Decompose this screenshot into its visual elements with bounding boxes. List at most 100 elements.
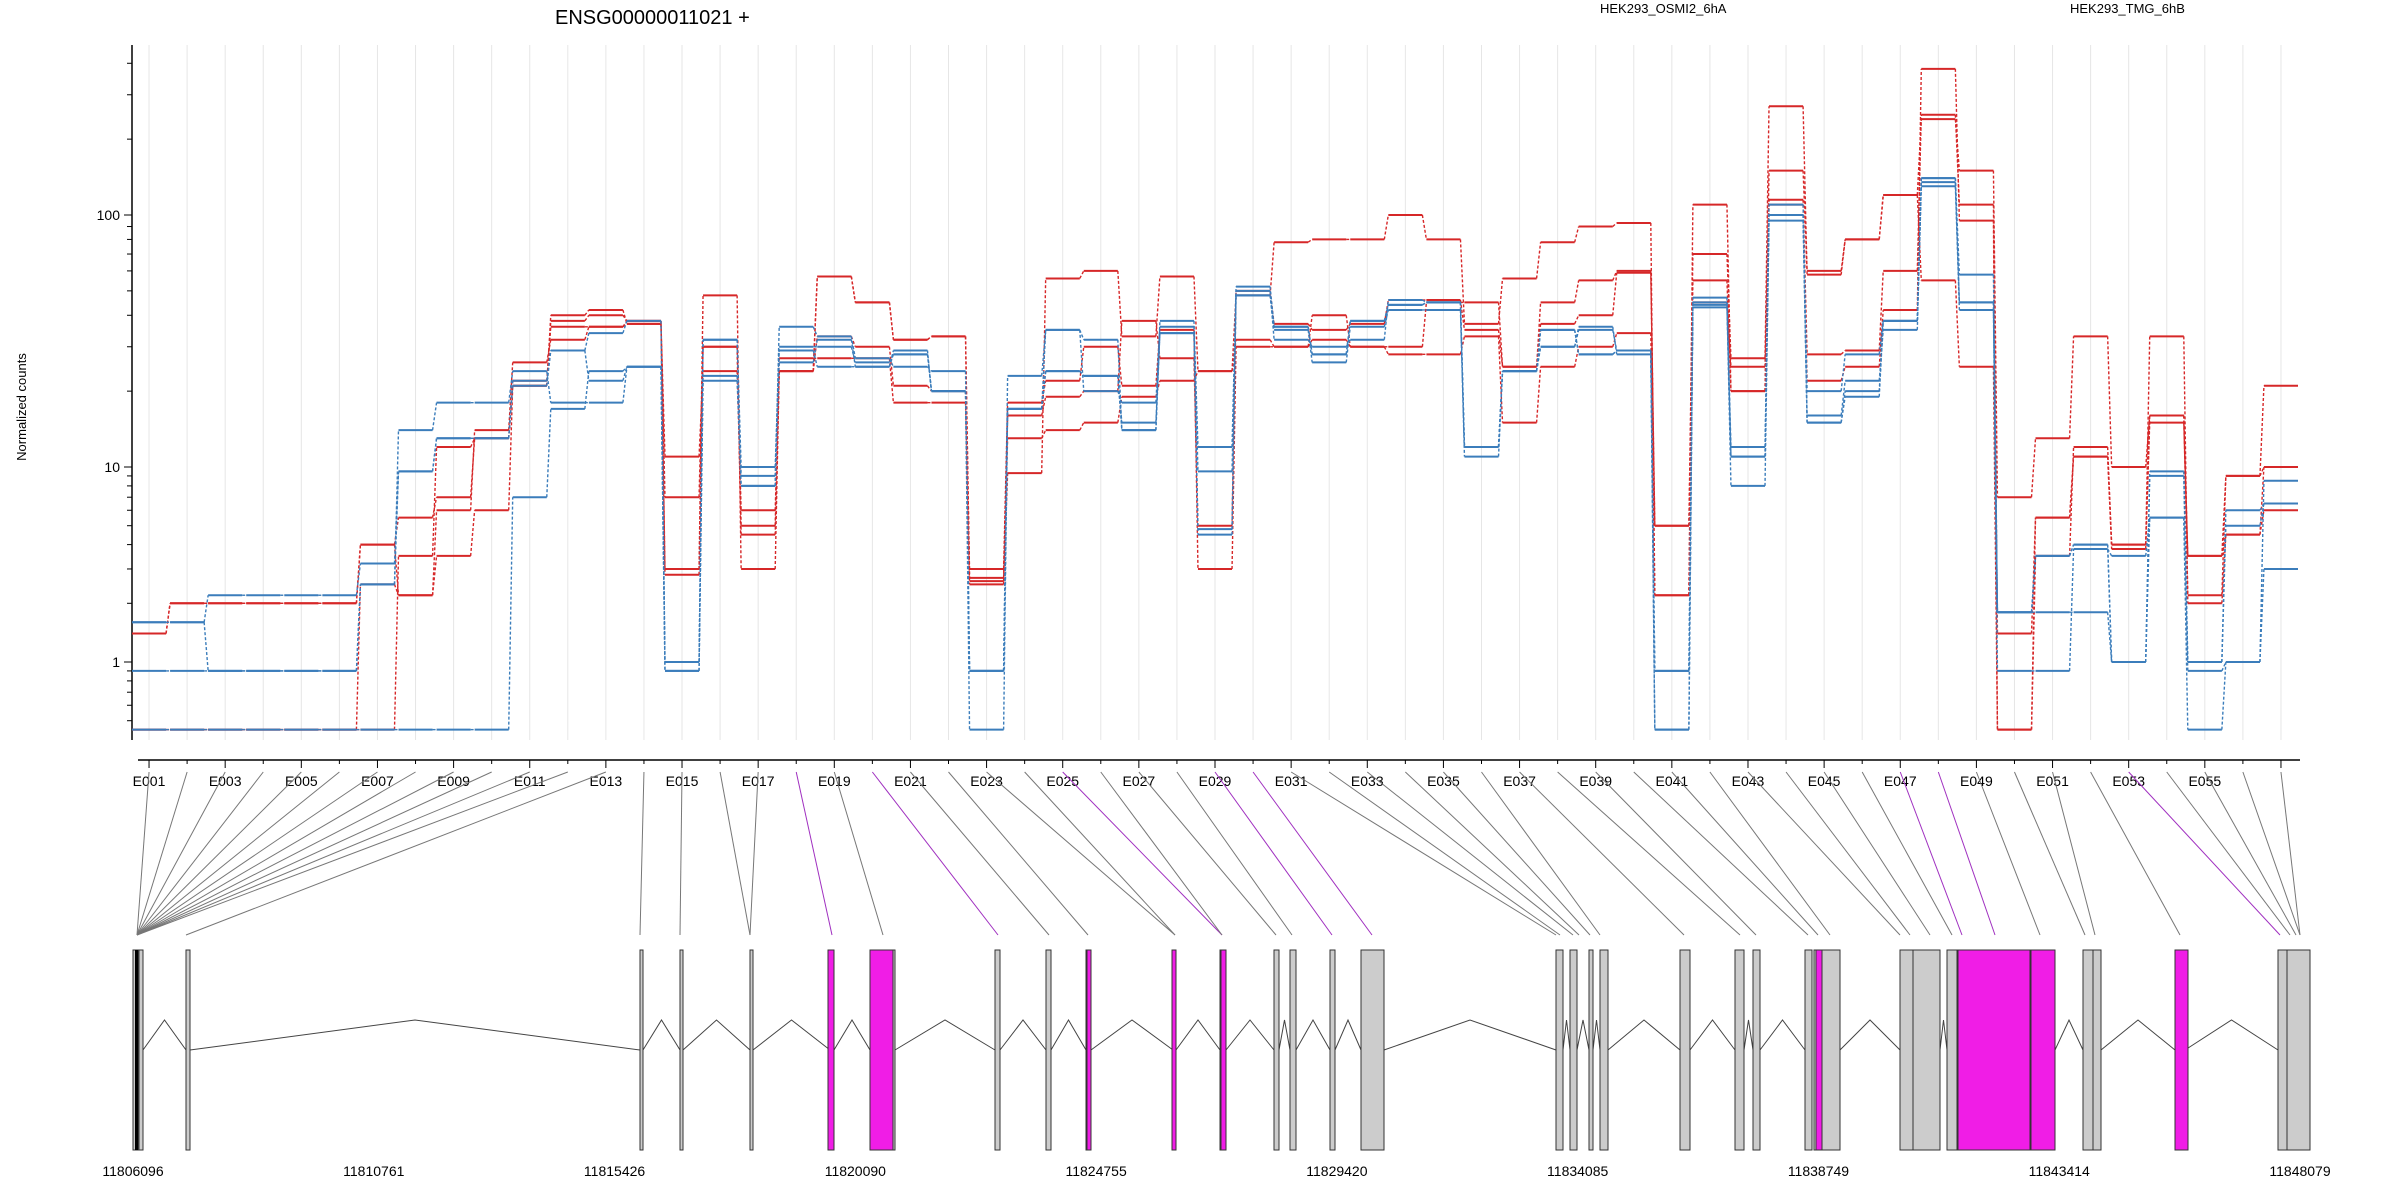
- exon-box: [1899, 949, 1914, 1151]
- exon-box: [185, 949, 191, 1151]
- exon-transition: [1726, 204, 1732, 392]
- exon-transition: [1612, 272, 1618, 316]
- exon-transition: [1002, 473, 1009, 582]
- highlighted-connector: [1899, 771, 1963, 936]
- y-axis-label: Normalized counts: [14, 353, 29, 461]
- exon-box: [135, 950, 138, 1150]
- connector: [1328, 771, 1561, 936]
- exon-transition: [508, 497, 514, 730]
- exon-transition: [1688, 304, 1694, 730]
- exon-transition: [2221, 525, 2227, 663]
- exon-box: [2092, 949, 2102, 1151]
- exon-transition: [431, 510, 438, 596]
- exon-transition: [165, 603, 171, 634]
- exon-transition: [1878, 320, 1884, 355]
- exon-transition: [2106, 336, 2113, 468]
- exon-transition: [1573, 280, 1580, 303]
- exon-transition: [1079, 390, 1085, 398]
- exon-axis: E001 E003 E005 E007 E009 E011 E013 E015 E017 E019…: [133, 759, 2300, 789]
- exon-transition: [1992, 302, 1999, 613]
- exon-label: E035: [1427, 773, 1460, 789]
- genomic-tick-label: 11824755: [1065, 1163, 1126, 1179]
- exon-transition: [2145, 517, 2151, 556]
- exon-transition: [2221, 661, 2227, 730]
- exon-box: [2277, 949, 2288, 1151]
- exon-transition: [469, 437, 476, 448]
- exon-transition: [1497, 336, 1504, 423]
- genomic-tick-label: 11838749: [1788, 1163, 1849, 1179]
- exon-box: [2082, 949, 2094, 1151]
- connector: [1443, 771, 1591, 936]
- intron: [142, 1019, 187, 1051]
- exon-transition: [1840, 349, 1846, 355]
- exon-transition: [1840, 239, 1846, 271]
- exon-transition: [1459, 239, 1466, 324]
- exon-transition: [926, 354, 933, 392]
- connector: [136, 771, 568, 936]
- exon-transition: [1916, 119, 1922, 196]
- connector: [1405, 771, 1580, 936]
- exon-box: [1752, 949, 1761, 1151]
- exon-label: E003: [209, 773, 242, 789]
- exon-box: [994, 949, 1001, 1151]
- exon-transition: [888, 346, 895, 386]
- genomic-tick-label: 11843414: [2029, 1163, 2090, 1179]
- intron: [752, 1019, 831, 1051]
- intron: [642, 1019, 681, 1051]
- exon-transition: [1840, 380, 1846, 416]
- exon-transition: [1040, 329, 1047, 376]
- connector: [639, 771, 645, 936]
- exon-transition: [546, 408, 552, 498]
- exon-transition: [1117, 375, 1123, 423]
- legend-entry-osmi2: HEK293_OSMI2_6hA: [1600, 1, 1727, 16]
- exon-transition: [2030, 438, 2037, 498]
- connector: [1975, 771, 2041, 936]
- exon-box: [1329, 949, 1336, 1151]
- intron: [1689, 1019, 1736, 1051]
- connector: [1709, 771, 1831, 936]
- exon-transition: [660, 320, 666, 498]
- exon-label: E025: [1046, 773, 1079, 789]
- genomic-tick-label: 11806096: [102, 1163, 163, 1179]
- connector: [1366, 771, 1574, 936]
- connector: [185, 771, 607, 936]
- connector: [136, 771, 378, 936]
- exon-transition: [1802, 106, 1808, 275]
- exon-transition: [964, 391, 971, 730]
- exon-label: E051: [2036, 773, 2069, 789]
- highlighted-connector: [795, 771, 833, 936]
- exon-transition: [812, 339, 818, 363]
- exon-transition: [1573, 329, 1580, 355]
- intron: [2100, 1019, 2176, 1051]
- exon-transition: [2183, 475, 2189, 663]
- exon-box: [2286, 949, 2311, 1151]
- exon-label: E049: [1960, 773, 1993, 789]
- exon-box: [1273, 949, 1280, 1151]
- exon-transition: [1040, 278, 1047, 474]
- genomic-tick-label: 11848079: [2269, 1163, 2330, 1179]
- exon-transition: [1117, 339, 1123, 431]
- exon-transition: [1307, 339, 1313, 348]
- exon-box: [1555, 949, 1564, 1151]
- exon-transition: [1726, 304, 1732, 457]
- exon-transition: [660, 366, 666, 671]
- highlighted-exon-box: [2030, 949, 2056, 1151]
- intron: [1295, 1018, 1331, 1051]
- intron: [1175, 1019, 1221, 1051]
- exon-transition: [1002, 408, 1009, 730]
- exon-transition: [2068, 447, 2075, 556]
- highlighted-exon-box: [1815, 949, 1823, 1151]
- exon-label: E055: [2188, 773, 2221, 789]
- exon-transition: [393, 555, 400, 730]
- exon-transition: [774, 371, 780, 569]
- exon-transition: [622, 366, 628, 403]
- exon-transition: [1573, 226, 1580, 243]
- connector: [136, 771, 150, 936]
- connector: [1176, 771, 1293, 936]
- vertical-gridlines: [148, 45, 2282, 740]
- exon-label: E031: [1275, 773, 1308, 789]
- exon-transition: [622, 366, 628, 381]
- y-axis: 1 10 100: [97, 45, 133, 740]
- genomic-tick-label: 11829420: [1306, 1163, 1367, 1179]
- exon-transition: [431, 447, 438, 556]
